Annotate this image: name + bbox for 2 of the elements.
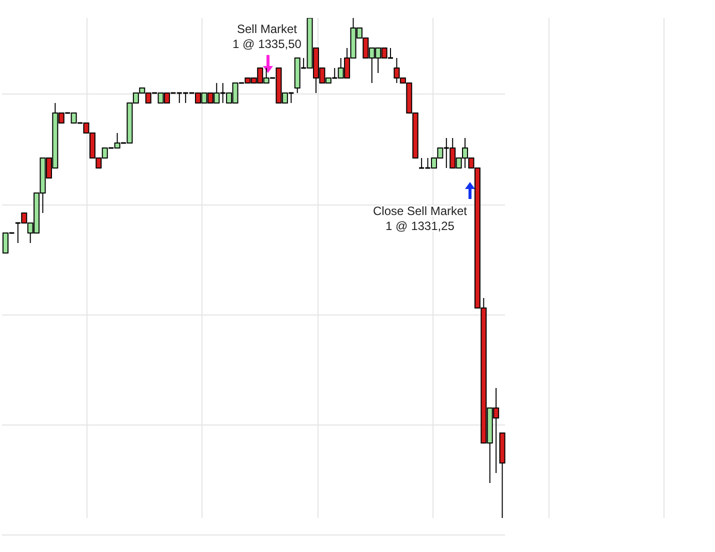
annotation: Close Sell Market 1 @ 1331,25 [372, 204, 468, 233]
annotation: Sell Market 1 @ 1335,50 [232, 22, 302, 51]
